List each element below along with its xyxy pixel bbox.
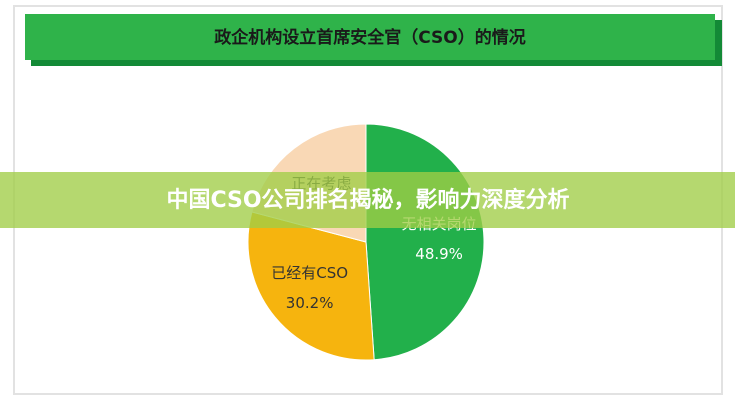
pie-slice bbox=[247, 211, 375, 361]
pie bbox=[247, 123, 485, 361]
overlay-banner bbox=[0, 172, 735, 228]
overlay-text: 中国CSO公司排名揭秘，影响力深度分析 bbox=[166, 187, 569, 213]
slice-label: 已经有CSO bbox=[271, 264, 348, 282]
slice-value-label: 48.9% bbox=[415, 245, 463, 263]
chart-title: 政企机构设立首席安全官（CSO）的情况 bbox=[214, 27, 526, 48]
slice-value-label: 30.2% bbox=[286, 294, 334, 312]
title-bar bbox=[25, 14, 715, 60]
